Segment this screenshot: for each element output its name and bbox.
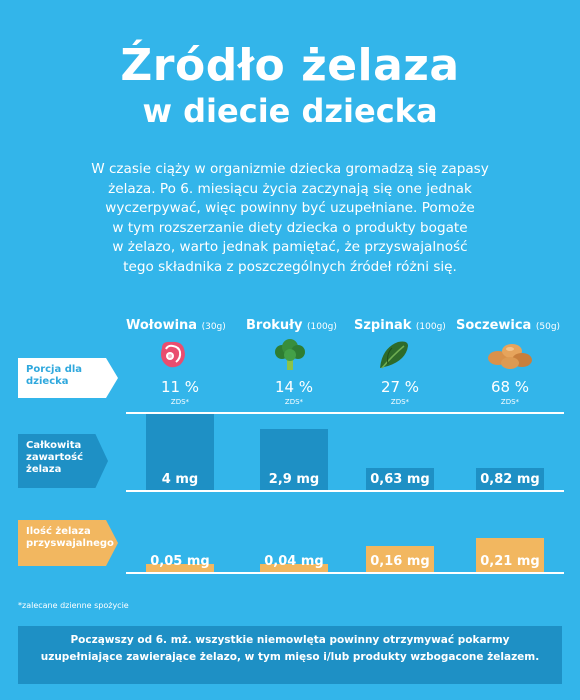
row-divider-portion (126, 412, 564, 414)
absorbed-iron-value-spinach: 0,16 mg (370, 554, 430, 569)
row-label-total-iron: Całkowita zawartość żelaza (18, 434, 108, 488)
portion-size: (100g) (306, 322, 337, 332)
zds-label: ZDS* (390, 398, 410, 406)
footnote: *zalecane dzienne spożycie (18, 601, 129, 610)
total-iron-value-lentils: 0,82 mg (480, 472, 540, 487)
bottom-note: Począwszy od 6. mż. wszystkie niemowlęta… (18, 626, 562, 684)
column-header-lentils: Soczewica (50g) (456, 318, 560, 333)
absorbed-iron-bar-lentils (476, 538, 544, 572)
page-subtitle: w diecie dziecka (142, 92, 438, 130)
absorbed-iron-value-lentils: 0,21 mg (480, 554, 540, 569)
spinach-icon (380, 341, 408, 369)
intro-line: wyczerpywać, więc powinny być uzupełnian… (105, 200, 475, 216)
total-iron-value-broccoli: 2,9 mg (268, 472, 320, 487)
intro-text: W czasie ciąży w organizmie dziecka grom… (40, 160, 540, 277)
total-iron-value-beef: 4 mg (161, 472, 199, 487)
absorbed-iron-bar-broccoli (260, 564, 328, 572)
column-header-spinach: Szpinak (100g) (354, 318, 446, 333)
zds-label: ZDS* (284, 398, 304, 406)
row-label-line: przyswajalnego (26, 538, 114, 549)
row-label-line: Porcja dla (26, 364, 83, 375)
portion-percent-spinach: 27 % (380, 378, 420, 396)
food-name: Soczewica (456, 318, 532, 333)
portion-size: (100g) (415, 322, 446, 332)
total-iron-bar-spinach (366, 468, 434, 490)
total-iron-value-spinach: 0,63 mg (370, 472, 430, 487)
intro-line: W czasie ciąży w organizmie dziecka grom… (91, 161, 489, 177)
absorbed-iron-value-broccoli: 0,04 mg (264, 554, 324, 569)
portion-percent-beef: 11 % (160, 378, 200, 396)
zds-label: ZDS* (170, 398, 190, 406)
food-name: Wołowina (126, 318, 198, 333)
lentils-icon (488, 344, 532, 369)
food-name: Brokuły (246, 318, 303, 333)
intro-line: żelaza. Po 6. miesiącu życia zaczynają s… (108, 180, 472, 197)
row-label-line: żelaza (26, 464, 62, 475)
baseline-absorbed-iron (126, 572, 564, 574)
zds-label: ZDS* (500, 398, 520, 406)
food-name: Szpinak (354, 318, 412, 333)
absorbed-iron-bar-spinach (366, 546, 434, 572)
row-label-line: zawartość (26, 452, 84, 463)
portion-percent-broccoli: 14 % (274, 378, 314, 396)
row-label-absorbed-iron: Ilość żelaza przyswajalnego (18, 520, 118, 566)
intro-line: w żelazo, warto jednak pamiętać, że przy… (112, 239, 468, 255)
broccoli-icon (275, 339, 305, 370)
baseline-total-iron (126, 490, 564, 492)
bottom-note-line: uzupełniające zawierające żelazo, w tym … (40, 651, 540, 663)
row-label-portion: Porcja dla dziecka (18, 358, 118, 398)
meat-icon (161, 341, 185, 368)
portion-size: (30g) (201, 322, 226, 332)
total-iron-bar-lentils (476, 468, 544, 490)
column-header-beef: Wołowina (30g) (126, 318, 226, 333)
total-iron-bar-beef (146, 414, 214, 490)
portion-percent-lentils: 68 % (490, 378, 530, 396)
absorbed-iron-value-beef: 0,05 mg (150, 554, 210, 569)
row-label-line: dziecka (26, 376, 69, 387)
row-label-line: Ilość żelaza (26, 526, 91, 537)
intro-line: tego składnika z poszczególnych źródeł r… (123, 258, 457, 275)
page-title: Źródło żelaza (120, 40, 460, 91)
portion-size: (50g) (535, 322, 561, 332)
intro-line: w tym rozszerzanie diety dziecka o produ… (112, 219, 468, 236)
row-label-line: Całkowita (26, 440, 82, 451)
column-header-broccoli: Brokuły (100g) (246, 318, 337, 333)
bottom-note-line: Począwszy od 6. mż. wszystkie niemowlęta… (70, 634, 510, 646)
absorbed-iron-bar-beef (146, 563, 214, 572)
total-iron-bar-broccoli (260, 428, 328, 490)
